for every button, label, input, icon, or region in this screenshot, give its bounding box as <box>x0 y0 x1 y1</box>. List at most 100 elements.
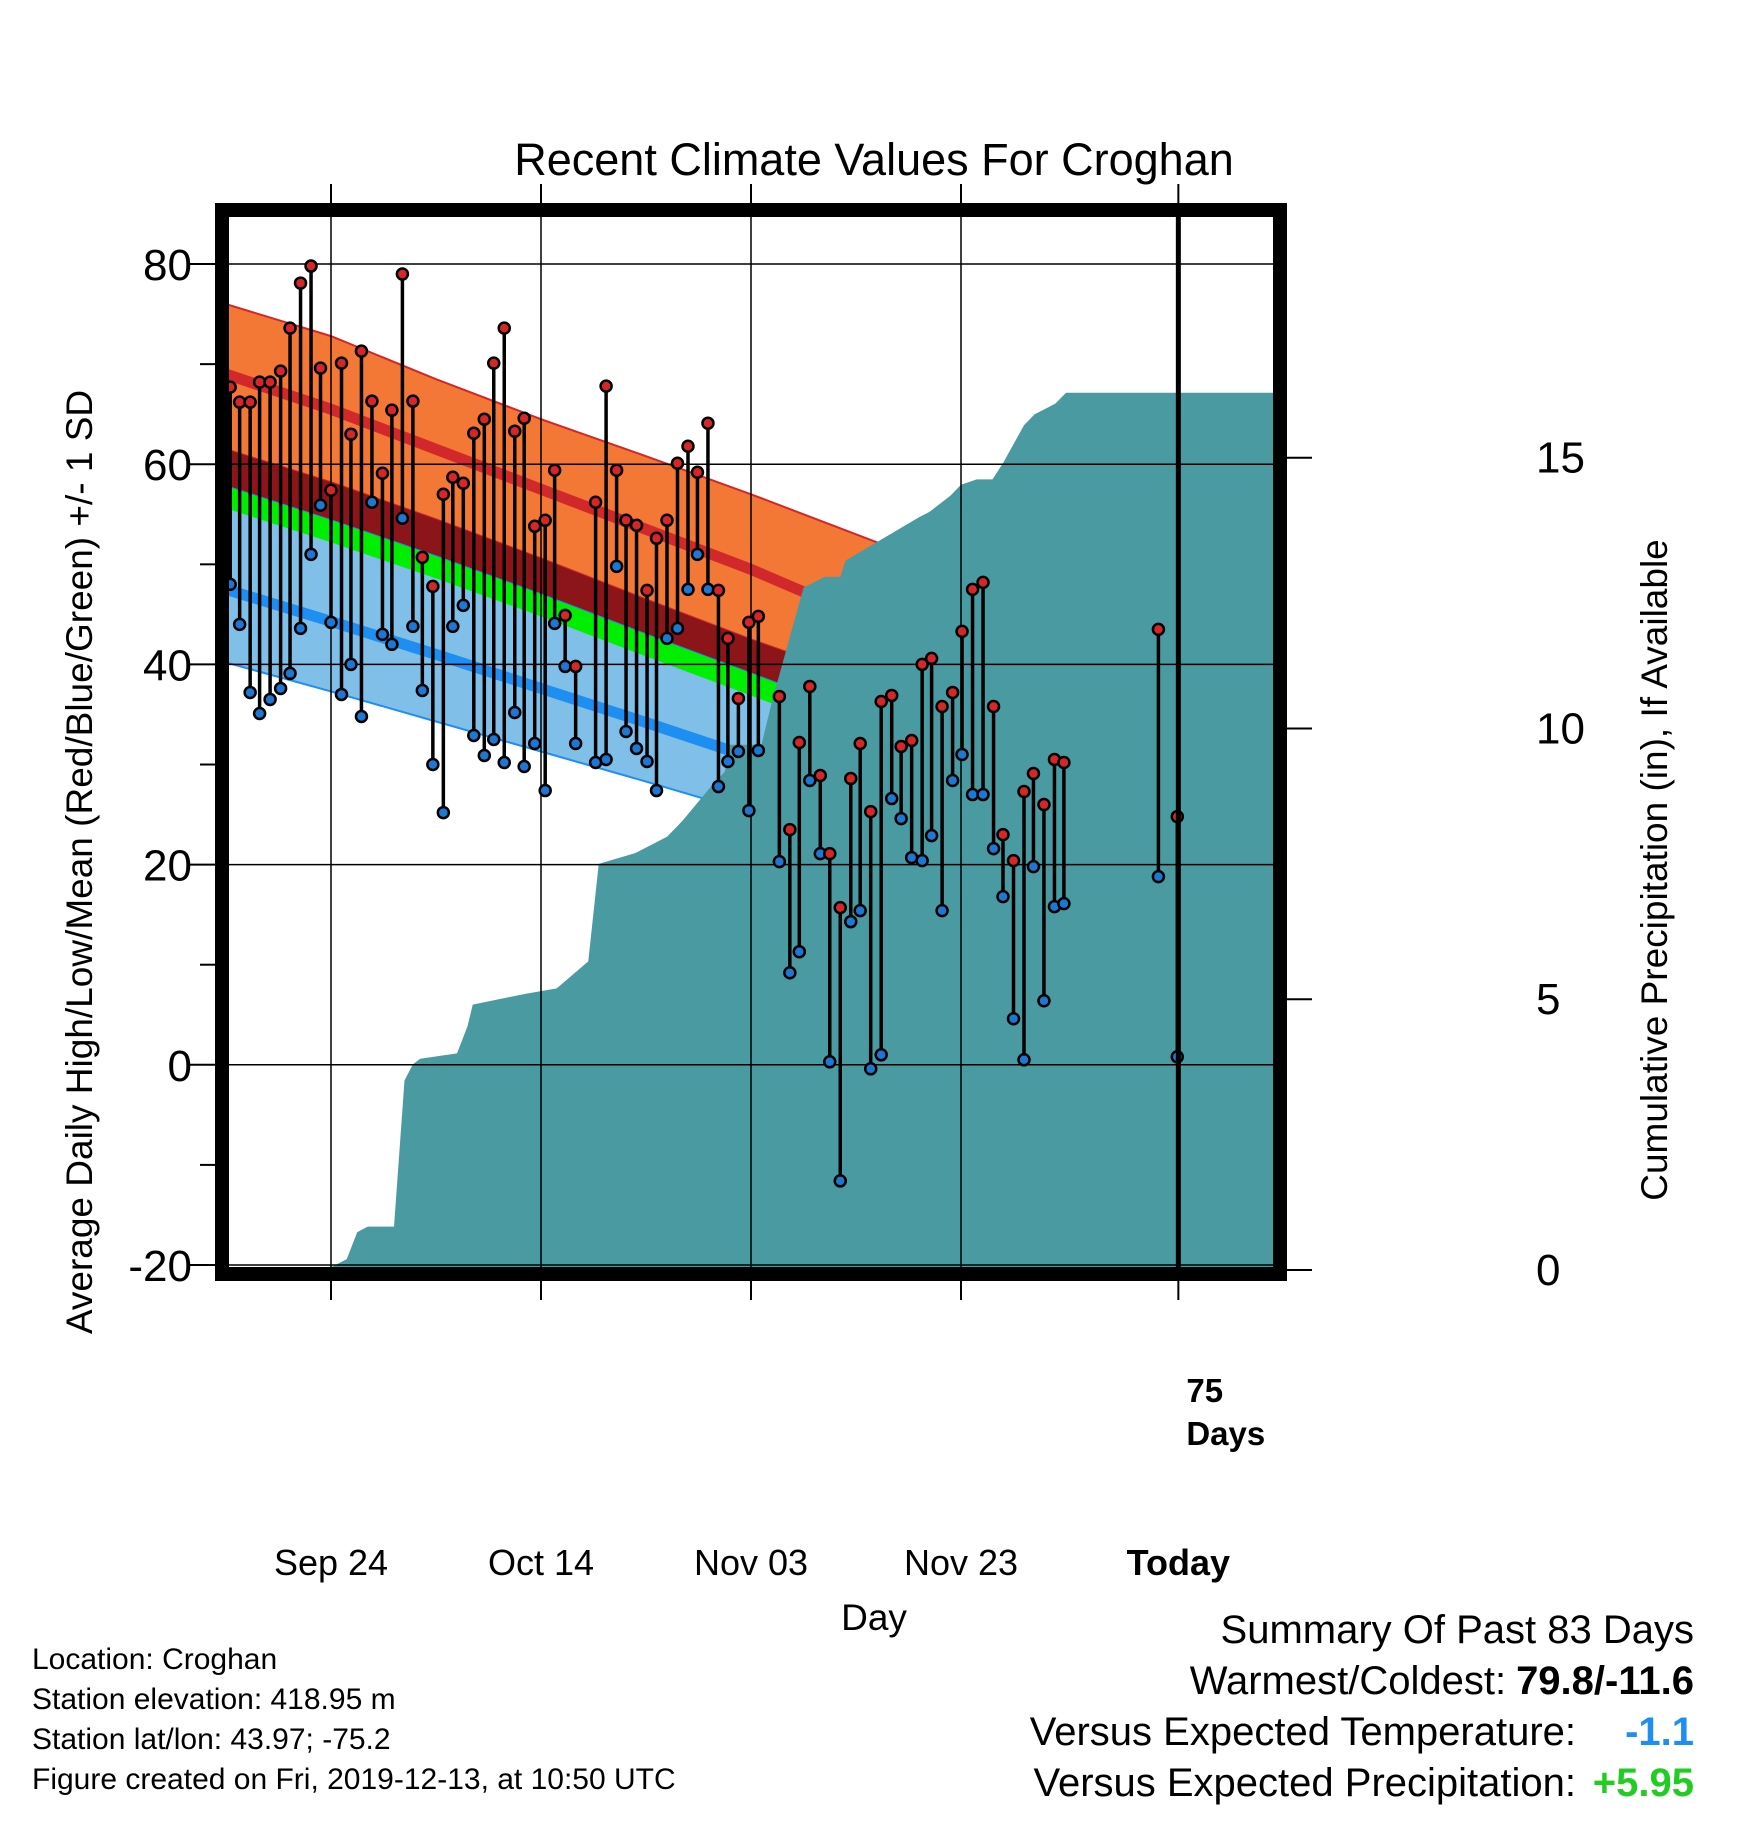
daily-high-point <box>751 609 766 624</box>
daily-high-point <box>1151 622 1166 637</box>
daily-low-point <box>670 621 685 636</box>
x-tick-label: Oct 14 <box>488 1542 594 1583</box>
x-tick-label: Sep 24 <box>274 1542 388 1583</box>
daily-low-point <box>609 559 624 574</box>
daily-high-point <box>527 519 542 534</box>
daily-low-point <box>863 1062 878 1076</box>
daily-low-point <box>344 657 358 672</box>
daily-low-point <box>375 627 390 642</box>
daily-low-point <box>415 683 430 698</box>
warm-cold-value: 79.8/-11.6 <box>1516 1659 1694 1703</box>
daily-high-point <box>690 465 705 479</box>
daily-low-point <box>599 752 613 767</box>
y-tick-label: 40 <box>143 641 192 690</box>
daily-low-point <box>477 748 492 763</box>
chart-title: Recent Climate Values For Croghan <box>514 134 1234 185</box>
location-text: Location: Croghan <box>32 1643 278 1676</box>
daily-high-point <box>721 631 735 646</box>
daily-high-point <box>853 736 867 751</box>
daily-low-point <box>232 617 247 632</box>
daily-high-point <box>742 615 756 630</box>
y-tick-label: -20 <box>128 1242 192 1291</box>
daily-high-point <box>467 426 481 440</box>
daily-low-point <box>823 1055 837 1069</box>
daily-high-point <box>884 688 899 703</box>
daily-high-point <box>619 513 633 528</box>
daily-high-point <box>955 624 969 639</box>
daily-high-point <box>924 651 939 666</box>
daily-high-point <box>375 466 390 480</box>
daily-low-point <box>517 759 531 774</box>
elevation-text: Station elevation: 418.95 m <box>32 1683 396 1716</box>
daily-high-point <box>415 550 430 565</box>
plot-area <box>226 214 1276 1270</box>
daily-high-point <box>365 394 379 408</box>
daily-high-point <box>904 733 919 748</box>
daily-high-point <box>487 356 501 370</box>
daily-low-point <box>252 706 267 721</box>
daily-high-point <box>293 276 308 290</box>
daily-high-point <box>965 582 980 597</box>
daily-low-point <box>293 621 308 636</box>
daily-high-point <box>915 657 929 672</box>
daily-high-point <box>609 463 624 477</box>
daily-high-point <box>547 463 562 477</box>
daily-low-point <box>640 754 654 769</box>
daily-high-point <box>334 356 349 370</box>
daily-high-point <box>538 513 552 528</box>
daily-high-point <box>640 583 654 598</box>
daily-low-point <box>742 803 756 818</box>
x-tick-label: Nov 23 <box>904 1542 1018 1583</box>
y-tick-label: 60 <box>143 441 192 490</box>
daily-high-point <box>711 583 726 598</box>
daily-low-point <box>334 687 349 702</box>
daily-low-point <box>243 685 257 700</box>
daily-high-point <box>354 344 369 358</box>
daily-low-point <box>976 787 990 802</box>
daily-high-point <box>497 321 511 335</box>
daily-high-point <box>701 416 715 430</box>
daily-high-point <box>986 699 1001 714</box>
daily-low-point <box>996 889 1010 904</box>
daily-high-point <box>456 476 471 491</box>
daily-low-point <box>833 1174 847 1188</box>
daily-high-point <box>283 321 297 335</box>
daily-low-point <box>803 773 817 788</box>
daily-high-point <box>599 379 613 393</box>
daily-low-point <box>273 681 288 696</box>
daily-low-point <box>324 615 338 630</box>
daily-low-point <box>1057 896 1071 911</box>
daily-low-point <box>924 828 939 843</box>
daily-high-point <box>894 739 908 754</box>
daily-high-point <box>823 846 837 861</box>
daily-high-point <box>436 487 451 502</box>
daily-high-point <box>324 483 338 498</box>
daily-high-point <box>833 900 847 915</box>
daily-low-point <box>313 498 328 513</box>
daily-low-point <box>547 616 562 631</box>
daily-low-point <box>884 791 899 806</box>
y-tick-label: 80 <box>143 241 192 290</box>
axes: 75 Days Sep 24 Oct 14 Nov 03 Nov 23 Today -20 0 2… <box>128 184 1585 1583</box>
daily-high-point <box>304 259 318 273</box>
daily-high-point <box>670 456 685 470</box>
daily-high-point <box>1037 797 1051 812</box>
today-days-label: 75 <box>1186 1372 1223 1409</box>
daily-high-point <box>406 394 420 408</box>
temp-value: -1.1 <box>1625 1710 1694 1754</box>
precip-value: +5.95 <box>1592 1761 1694 1805</box>
daily-low-point <box>527 736 542 751</box>
daily-low-point <box>538 783 552 798</box>
daily-high-point <box>996 827 1010 842</box>
daily-high-point <box>588 495 603 510</box>
daily-high-point <box>344 427 358 441</box>
daily-high-point <box>945 685 960 700</box>
daily-low-point <box>649 783 664 798</box>
daily-high-point <box>243 395 257 409</box>
daily-high-point <box>792 735 807 750</box>
daily-low-point <box>681 582 695 597</box>
warm-cold-row: Warmest/Coldest: 79.8/-11.6 <box>794 1656 1694 1707</box>
summary-panel: Summary Of Past 83 Days Warmest/Coldest:… <box>794 1605 1694 1809</box>
y2-axis-label: Cumulative Precipitation (in), If Availa… <box>1634 539 1675 1201</box>
daily-high-point <box>731 691 746 706</box>
